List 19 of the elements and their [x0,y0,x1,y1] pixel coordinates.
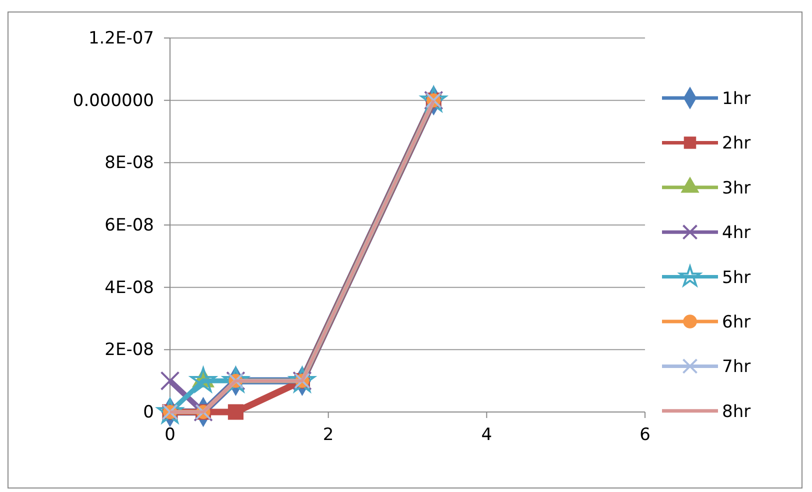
x-tick-label: 6 [640,425,650,446]
x-tick-label: 0 [164,425,176,446]
y-tick-label: 0 [143,402,154,422]
y-tick-label: 1.2E-07 [88,28,154,48]
legend-label: 5hr [722,268,751,288]
legend-label: 2hr [722,134,751,154]
legend-label: 7hr [722,357,751,378]
x-tick-label: 4 [481,425,492,446]
legend-label: 1hr [722,88,751,109]
y-tick-label: 6E-08 [104,215,154,236]
y-tick-label: 2E-08 [104,340,154,360]
x-tick-label: 2 [322,425,334,446]
legend-label: 4hr [722,223,751,244]
y-tick-label: 8E-08 [104,153,154,174]
y-tick-label: 0.000000 [72,90,154,111]
legend-label: 8hr [722,402,751,422]
y-tick-label: 4E-08 [104,278,154,298]
legend-label: 6hr [722,312,751,332]
legend-label: 3hr [722,178,751,198]
